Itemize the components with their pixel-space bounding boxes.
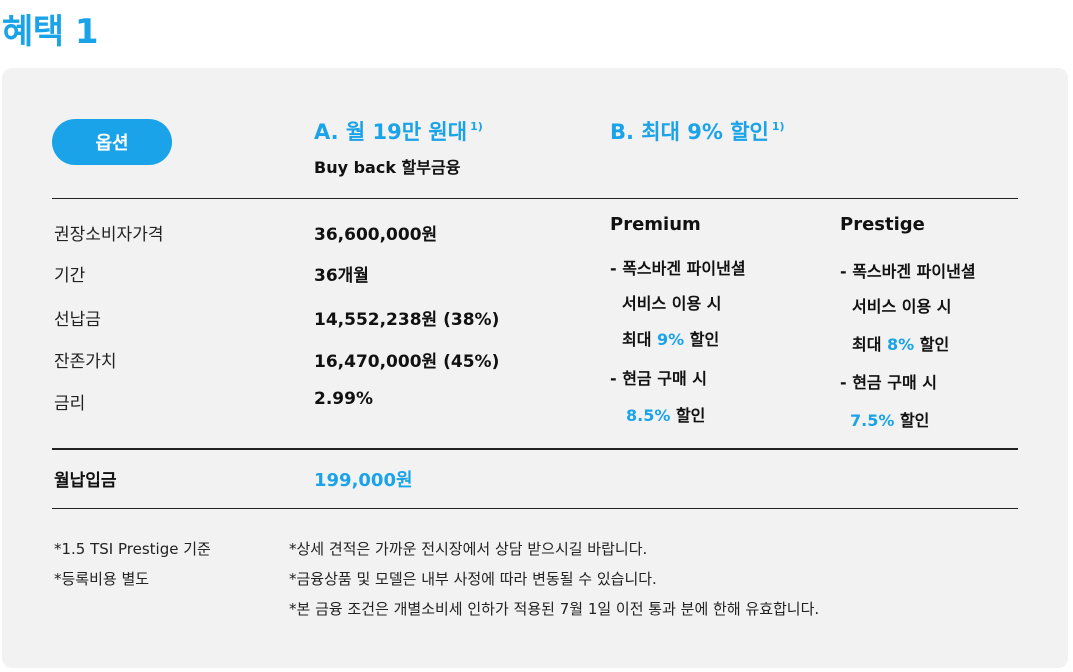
row-label-term: 기간	[54, 266, 86, 286]
option-b-title-text: B. 최대 9% 할인	[610, 120, 769, 144]
row-value-term: 36개월	[314, 266, 369, 286]
premium-line-3-pre: 최대	[622, 330, 658, 349]
row-label-rate: 금리	[54, 394, 86, 414]
monthly-payment-value: 199,000원	[314, 470, 413, 491]
premium-line-4: - 현금 구매 시	[610, 369, 707, 388]
prestige-line-5: 7.5% 할인	[850, 407, 929, 431]
premium-line-2: 서비스 이용 시	[622, 294, 722, 313]
option-a-subtitle: Buy back 할부금융	[314, 158, 461, 177]
row-value-rate: 2.99%	[314, 389, 373, 409]
premium-title: Premium	[610, 214, 701, 235]
divider-top	[52, 198, 1018, 199]
row-label-residual: 잔존가치	[54, 352, 117, 372]
premium-line-1: - 폭스바겐 파이낸셜	[610, 259, 746, 278]
note-left-2: *등록비용 별도	[54, 570, 150, 588]
prestige-line-3-pre: 최대	[852, 335, 888, 354]
prestige-line-5-post: 할인	[894, 411, 930, 430]
prestige-line-1: - 폭스바겐 파이낸셜	[840, 262, 976, 281]
prestige-cash-pct: 7.5%	[850, 411, 895, 430]
row-value-downpayment: 14,552,238원 (38%)	[314, 310, 500, 330]
option-a-title: A. 월 19만 원대 1)	[314, 116, 483, 146]
monthly-payment-label: 월납입금	[54, 471, 117, 491]
option-a-title-text: A. 월 19만 원대	[314, 120, 468, 144]
row-label-price: 권장소비자가격	[54, 225, 164, 245]
prestige-line-3: 최대 8% 할인	[852, 331, 949, 355]
note-right-2: *금융상품 및 모델은 내부 사정에 따라 변동될 수 있습니다.	[289, 570, 657, 588]
premium-line-5-post: 할인	[670, 406, 706, 425]
prestige-title: Prestige	[840, 214, 925, 235]
premium-line-3-post: 할인	[684, 330, 720, 349]
note-right-3: *본 금융 조건은 개별소비세 인하가 적용된 7월 1일 이전 통과 분에 한…	[289, 600, 820, 618]
premium-line-5: 8.5% 할인	[626, 402, 705, 426]
benefit-panel: 옵션 A. 월 19만 원대 1) Buy back 할부금융 B. 최대 9% …	[2, 68, 1068, 668]
note-right-1: *상세 견적은 가까운 전시장에서 상담 받으시길 바랍니다.	[289, 540, 648, 558]
divider-bottom	[52, 508, 1018, 509]
option-b-title: B. 최대 9% 할인 1)	[610, 116, 785, 146]
prestige-line-4: - 현금 구매 시	[840, 373, 937, 392]
premium-discount-pct: 9%	[657, 330, 685, 349]
prestige-line-2: 서비스 이용 시	[852, 297, 952, 316]
prestige-discount-pct: 8%	[887, 335, 915, 354]
option-a-footnote-mark: 1)	[470, 120, 483, 133]
row-label-downpayment: 선납금	[54, 310, 101, 330]
page-title: 혜택 1	[2, 12, 99, 52]
option-badge: 옵션	[52, 119, 172, 165]
prestige-line-3-post: 할인	[914, 335, 950, 354]
premium-line-3: 최대 9% 할인	[622, 326, 719, 350]
divider-middle	[52, 448, 1018, 450]
premium-cash-pct: 8.5%	[626, 406, 671, 425]
row-value-residual: 16,470,000원 (45%)	[314, 352, 500, 372]
option-b-footnote-mark: 1)	[771, 120, 785, 133]
note-left-1: *1.5 TSI Prestige 기준	[54, 540, 211, 558]
row-value-price: 36,600,000원	[314, 225, 438, 245]
